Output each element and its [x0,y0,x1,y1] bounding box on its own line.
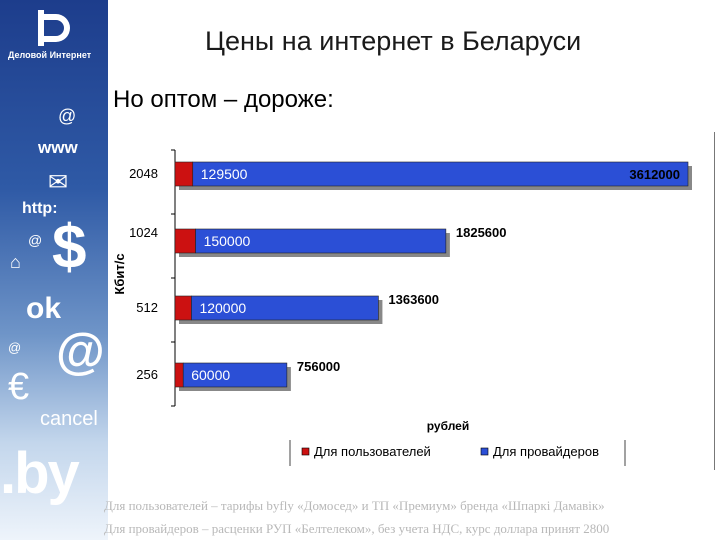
data-label-providers: 1363600 [388,292,439,307]
at-small-icon: @ [28,232,43,248]
footer-note-providers: Для провайдеров – расценки РУП «Белтелек… [104,521,610,536]
footer-notes: Для пользователей – тарифы byfly «Домосе… [104,494,609,540]
house-icon: ⌂ [10,252,21,272]
chart-legend: Для пользователей Для провайдеров [289,440,626,466]
page-title: Цены на интернет в Беларуси [205,26,582,56]
bar-users [174,228,196,254]
delovoy-internet-logo [38,10,70,46]
data-label-providers: 3612000 [629,167,680,182]
chart-labels: 2048 129500 3612000 1024 150000 1825600 512 120… [129,166,680,383]
brand-sidebar: Деловой Интернет @ www ✉ http: @ ⌂ $ ok … [0,0,108,540]
category-label: 2048 [129,166,158,181]
by-domain-icon: .by [0,441,80,506]
footer-note-users: Для пользователей – тарифы byfly «Домосе… [104,498,605,513]
http-icon: http: [22,200,58,217]
bar-users [174,161,194,187]
envelope-icon: ✉ [48,169,69,196]
price-bar-chart: 2048 129500 3612000 1024 150000 1825600 512 120… [112,149,692,466]
slide-divider [714,132,715,470]
y-axis-label: Кбит/с [112,253,127,294]
legend-swatch-users [301,447,310,456]
bar-providers [192,161,689,187]
category-label: 1024 [129,225,158,240]
page-subtitle: Но оптом – дороже: [113,86,334,113]
www-icon: www [38,138,78,157]
dollar-icon: $ [52,213,87,282]
category-label: 256 [136,367,158,382]
bar-users [174,362,184,388]
at-icon: @ [58,106,77,126]
logo-text: Деловой Интернет [8,50,92,60]
chart-axis [171,149,176,407]
bar-providers [182,362,288,388]
chart-bars [174,161,692,391]
bar-users [174,295,192,321]
legend-label-providers: Для провайдеров [493,444,599,459]
data-label-users: 120000 [199,300,246,316]
data-label-users: 60000 [191,367,230,383]
data-label-providers: 756000 [297,359,340,374]
ok-icon: ok [26,292,62,325]
bar-providers [195,228,447,254]
bar-providers [191,295,379,321]
legend-label-users: Для пользователей [314,444,431,459]
cancel-icon: cancel [40,408,98,430]
category-label: 512 [136,300,158,315]
data-label-users: 129500 [201,166,248,182]
data-label-users: 150000 [204,233,251,249]
data-label-providers: 1825600 [456,225,507,240]
x-axis-label: рублей [427,419,469,433]
at-large-icon: @ [56,323,105,379]
legend-swatch-providers [480,447,489,456]
euro-icon: € [8,366,30,408]
at-tiny-icon: @ [8,340,22,355]
